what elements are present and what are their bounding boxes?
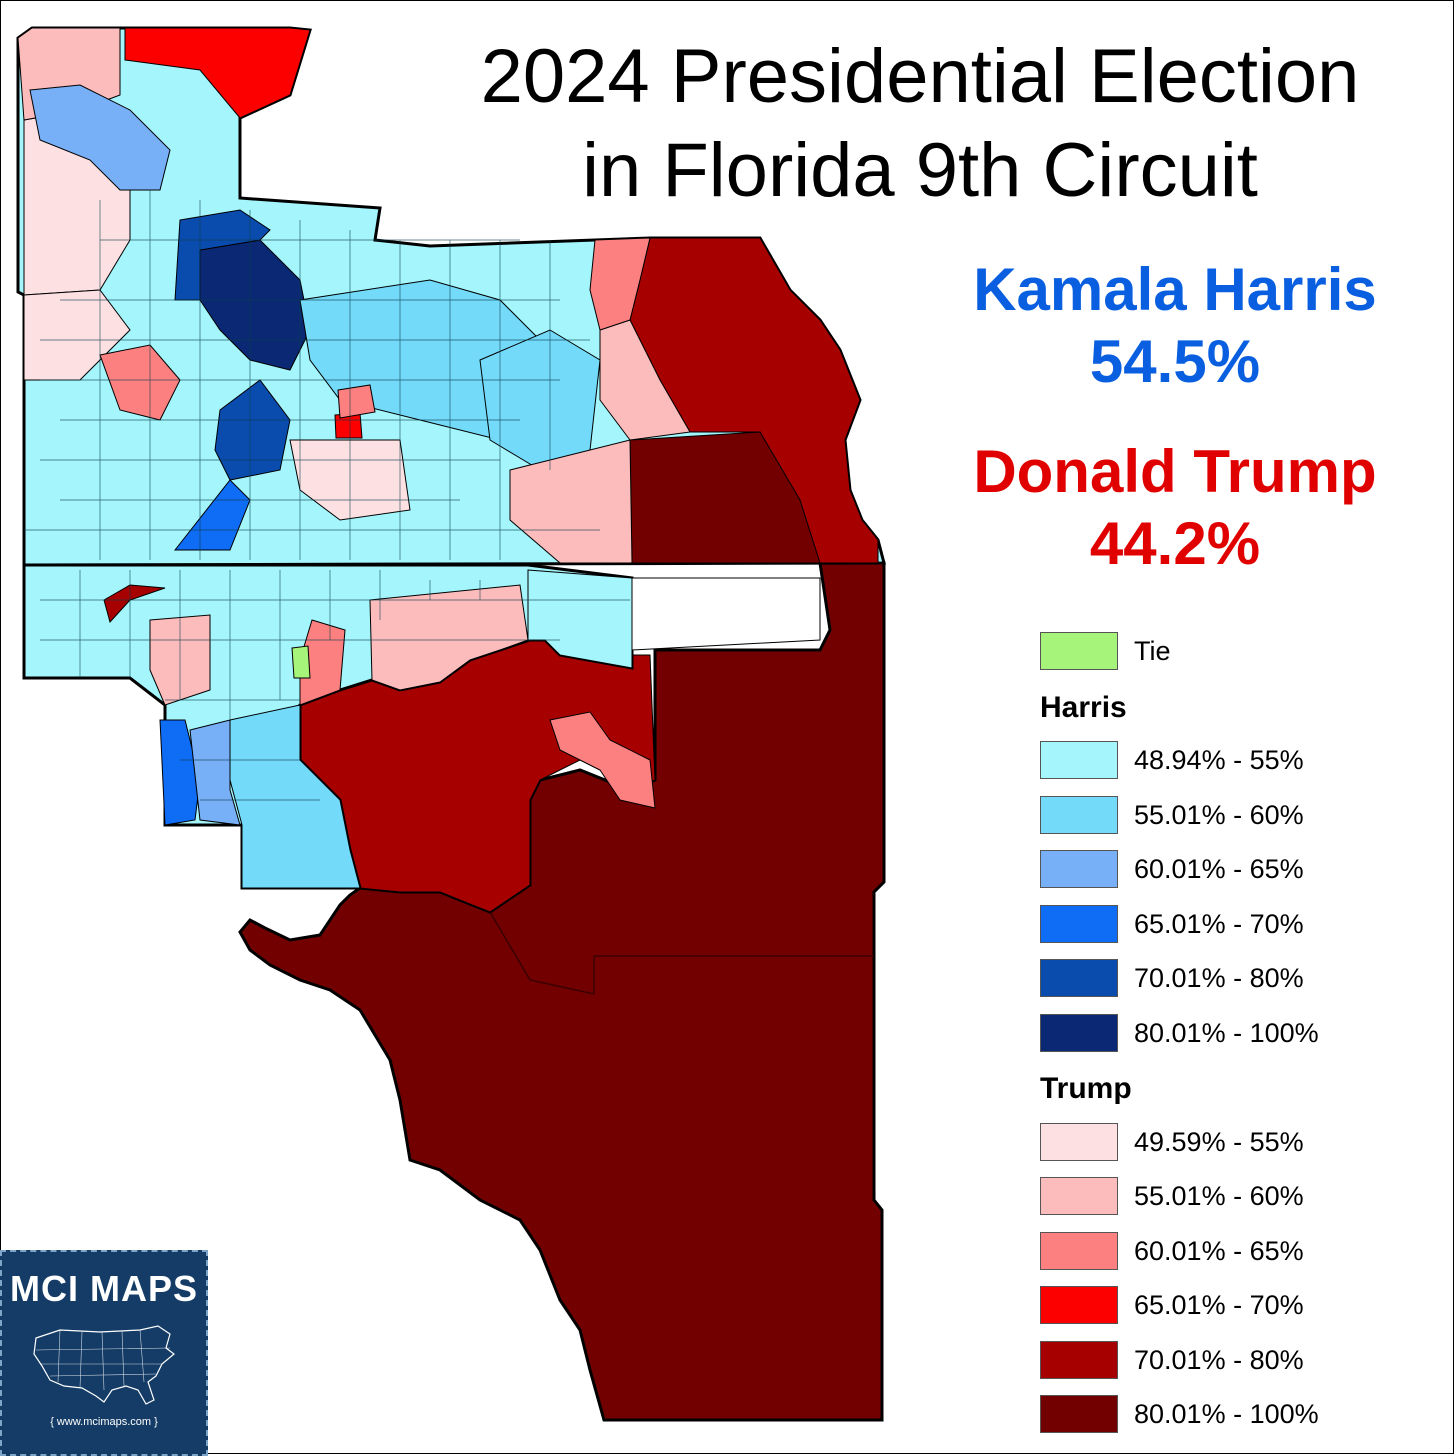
logo-brand-text: MCI MAPS [10,1268,198,1309]
logo-url: { www.mcimaps.com } [50,1416,158,1428]
legend-swatch-harris-0 [1040,741,1118,779]
title-line-2: in Florida 9th Circuit [582,128,1258,213]
legend-label-harris-3: 65.01% - 70% [1134,908,1304,939]
mci-maps-logo: MCI MAPS { www.mcimaps.com } [0,1250,208,1456]
legend-harris-row: 60.01% - 65% [1038,846,1438,901]
map-tie-precinct [291,645,311,679]
map-precinct-lines [24,190,630,801]
legend-swatch-trump-4 [1040,1340,1118,1379]
map-title: 2024 Presidential Election in Florida 9t… [420,30,1420,218]
legend-trump-row: 80.01% - 100% [1038,1391,1438,1446]
map-osceola-medblue [189,719,241,826]
legend-harris-row: 80.01% - 100% [1038,1010,1438,1065]
legend-harris-heading: Harris [1038,683,1438,738]
legend-harris-row: 55.01% - 60% [1038,792,1438,847]
map-osceola-west-blue [229,704,361,889]
legend-label-trump-4: 70.01% - 80% [1134,1344,1304,1375]
legend-trump-row: 55.01% - 60% [1038,1173,1438,1228]
harris-name: Kamala Harris [973,256,1377,323]
map-downtown-darkblue [199,239,311,371]
legend-harris-rows: 48.94% - 55% 55.01% - 60% 60.01% - 65% 65.0… [1038,737,1438,1064]
harris-result: Kamala Harris 54.5% [940,254,1410,398]
map-west-red-spot [99,344,181,421]
map-northwest-darkred-sliver [103,584,166,624]
legend-swatch-harris-2 [1040,850,1118,888]
map-east-pink-area [509,439,633,564]
legend-label-harris-5: 80.01% - 100% [1134,1017,1319,1048]
map-osceola-salmon-east [549,711,656,809]
legend-swatch-tie [1040,632,1118,670]
legend-trump-heading-text: Trump [1040,1072,1132,1105]
legend-swatch-trump-0 [1040,1122,1118,1161]
legend-label-trump-3: 65.01% - 70% [1134,1290,1304,1320]
legend-swatch-trump-2 [1040,1231,1118,1270]
legend-swatch-harris-3 [1040,904,1118,943]
legend-swatch-harris-1 [1040,795,1118,834]
legend-trump-row: 60.01% - 65% [1038,1228,1438,1283]
harris-percentage: 54.5% [1089,328,1261,395]
legend-label-harris-2: 60.01% - 65% [1134,854,1304,884]
legend-label-trump-2: 60.01% - 65% [1134,1235,1304,1266]
legend-tie-row: Tie [1038,628,1438,683]
trump-percentage: 44.2% [1089,510,1261,577]
map-osceola-pink-cluster [369,584,529,691]
legend-label-trump-1: 55.01% - 60% [1134,1181,1304,1211]
title-line-1: 2024 Presidential Election [480,34,1360,119]
map-north-red-block [124,27,311,119]
legend-label-harris-0: 48.94% - 55% [1134,745,1304,775]
map-legend: Tie Harris 48.94% - 55% 55.01% - 60% 60.01… [1038,628,1438,1446]
legend-trump-row: 49.59% - 55% [1038,1119,1438,1174]
legend-trump-row: 65.01% - 70% [1038,1282,1438,1337]
legend-trump-row: 70.01% - 80% [1038,1337,1438,1392]
legend-label-harris-4: 70.01% - 80% [1134,963,1304,993]
map-pink-spot [337,384,376,419]
legend-label-harris-1: 55.01% - 60% [1134,799,1304,830]
trump-name: Donald Trump [973,438,1377,505]
legend-harris-row: 65.01% - 70% [1038,901,1438,956]
trump-result: Donald Trump 44.2% [940,436,1410,580]
legend-label-trump-5: 80.01% - 100% [1134,1399,1319,1429]
legend-swatch-harris-5 [1040,1013,1118,1052]
legend-label-tie: Tie [1134,636,1171,666]
legend-trump-heading: Trump [1038,1064,1438,1119]
legend-label-trump-0: 49.59% - 55% [1134,1126,1304,1157]
us-map-icon [33,1325,175,1405]
map-northwest-blue-area [29,84,171,191]
map-northeast-salmon-area [589,237,651,331]
legend-harris-heading-text: Harris [1040,690,1127,724]
legend-harris-row: 70.01% - 80% [1038,955,1438,1010]
map-white-exclusion-area [631,577,821,651]
legend-swatch-trump-3 [1040,1286,1118,1324]
map-internal-boundary [489,911,874,995]
legend-swatch-trump-1 [1040,1177,1118,1215]
legend-swatch-trump-5 [1040,1395,1118,1433]
legend-swatch-harris-4 [1040,959,1118,997]
legend-trump-rows: 49.59% - 55% 55.01% - 60% 60.01% - 65% 65.0… [1038,1119,1438,1446]
legend-harris-row: 48.94% - 55% [1038,737,1438,792]
